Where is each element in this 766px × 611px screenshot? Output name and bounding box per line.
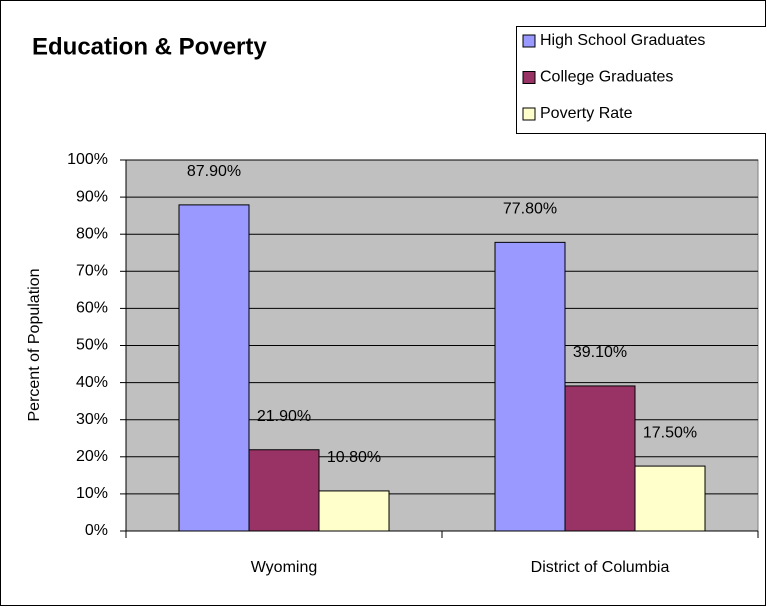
y-tick-label: 10% — [76, 485, 108, 502]
y-tick-label: 90% — [76, 188, 108, 205]
y-tick-label: 0% — [85, 522, 108, 539]
bar — [495, 242, 565, 531]
legend-swatch — [523, 35, 535, 47]
bar — [635, 466, 705, 531]
value-label: 21.90% — [257, 408, 311, 425]
y-tick-label: 100% — [67, 151, 108, 168]
legend-swatch — [523, 108, 535, 120]
value-label: 87.90% — [187, 163, 241, 180]
legend-label: Poverty Rate — [540, 105, 633, 122]
x-tick-label: District of Columbia — [531, 559, 670, 576]
y-axis-label: Percent of Population — [26, 269, 43, 422]
y-tick-label: 20% — [76, 448, 108, 465]
legend-swatch — [523, 72, 535, 84]
y-tick-label: 50% — [76, 337, 108, 354]
y-tick-label: 80% — [76, 225, 108, 242]
value-label: 39.10% — [573, 344, 627, 361]
legend-label: High School Graduates — [540, 32, 705, 49]
x-tick-label: Wyoming — [251, 559, 318, 576]
value-label: 10.80% — [327, 449, 381, 466]
y-tick-label: 30% — [76, 411, 108, 428]
value-label: 77.80% — [503, 201, 557, 218]
bar — [249, 450, 319, 531]
y-tick-label: 60% — [76, 300, 108, 317]
chart-title: Education & Poverty — [32, 33, 267, 60]
value-label: 17.50% — [643, 424, 697, 441]
legend-label: College Graduates — [540, 69, 673, 86]
bar — [565, 386, 635, 531]
bar — [179, 205, 249, 531]
bar — [319, 491, 389, 531]
y-tick-label: 40% — [76, 374, 108, 391]
y-tick-label: 70% — [76, 263, 108, 280]
